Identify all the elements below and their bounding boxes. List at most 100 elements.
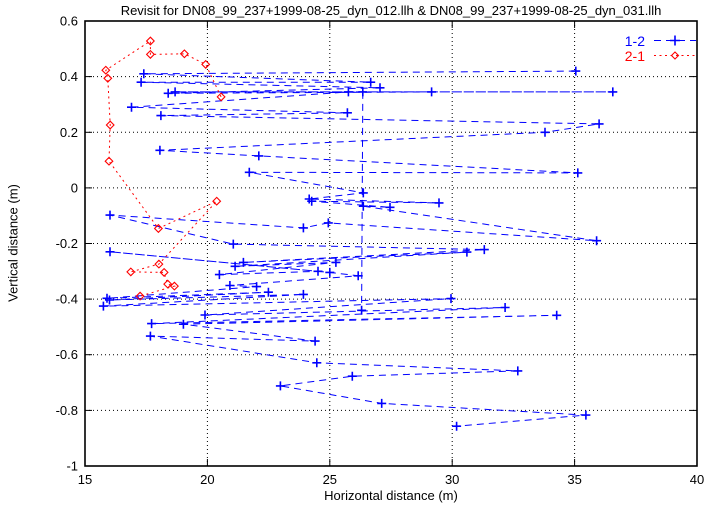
diamond-marker-icon <box>159 267 169 277</box>
plus-marker-icon <box>105 295 114 305</box>
plus-marker-icon <box>358 188 368 198</box>
plus-marker-icon <box>366 77 376 87</box>
x-axis-label: Horizontal distance (m) <box>324 488 458 503</box>
plus-marker-icon <box>307 196 317 206</box>
legend: 1-2 2-1 <box>624 32 697 64</box>
diamond-marker-icon <box>216 92 226 102</box>
x-tick-label: 35 <box>567 472 581 487</box>
x-tick-label: 25 <box>323 472 337 487</box>
plus-marker-icon <box>263 287 273 297</box>
plus-marker-icon <box>608 87 618 97</box>
plus-marker-icon <box>540 127 550 137</box>
plus-marker-icon <box>357 305 367 315</box>
plus-marker-icon <box>200 310 210 320</box>
chart-title: Revisit for DN08_99_237+1999-08-25_dyn_0… <box>120 3 662 18</box>
plus-marker-icon <box>385 202 395 212</box>
plus-marker-icon <box>594 119 604 129</box>
diamond-marker-icon <box>163 279 173 289</box>
legend-sample <box>653 33 697 49</box>
y-tick-label: -0.4 <box>56 292 78 307</box>
diamond-marker-icon <box>154 259 164 269</box>
plus-marker-icon <box>244 167 254 177</box>
x-tick-label: 40 <box>690 472 704 487</box>
series-1-2-line <box>361 91 364 311</box>
diamond-marker-icon <box>103 73 113 83</box>
plus-marker-icon <box>353 271 363 281</box>
plus-marker-icon <box>573 168 583 178</box>
legend-sample <box>653 48 697 64</box>
plus-marker-icon <box>670 35 680 45</box>
diamond-marker-icon <box>126 267 136 277</box>
plus-marker-icon <box>252 282 262 292</box>
plus-marker-icon <box>325 267 335 277</box>
plus-marker-icon <box>275 381 285 391</box>
y-tick-label: -0.6 <box>56 347 78 362</box>
plus-marker-icon <box>170 87 180 97</box>
plus-marker-icon <box>592 236 602 246</box>
plus-marker-icon <box>434 198 444 208</box>
plus-marker-icon <box>178 319 188 329</box>
plus-marker-icon <box>312 358 322 368</box>
plus-marker-icon <box>156 111 166 121</box>
plus-marker-icon <box>571 66 581 76</box>
plus-marker-icon <box>254 151 264 161</box>
y-tick-label: 0.6 <box>60 14 78 29</box>
plus-marker-icon <box>238 257 248 267</box>
plus-marker-icon <box>310 336 320 346</box>
plus-marker-icon <box>139 69 149 79</box>
plus-marker-icon <box>105 210 115 220</box>
plus-marker-icon <box>375 83 385 93</box>
diamond-marker-icon <box>201 59 211 69</box>
diamond-marker-icon <box>105 120 115 130</box>
y-axis-label: Vertical distance (m) <box>5 184 21 302</box>
legend-entry-2-1: 2-1 <box>624 47 697 64</box>
plus-marker-icon <box>452 421 462 431</box>
plus-marker-icon <box>155 145 165 155</box>
plus-marker-icon <box>163 88 173 98</box>
plus-marker-icon <box>342 108 352 118</box>
plus-marker-icon <box>214 270 224 280</box>
plus-marker-icon <box>347 371 357 381</box>
diamond-marker-icon <box>153 223 163 234</box>
y-tick-label: 0.4 <box>60 69 78 84</box>
plus-marker-icon <box>228 239 238 249</box>
diamond-marker-icon <box>169 281 179 291</box>
y-tick-label: 0 <box>71 180 78 195</box>
plus-marker-icon <box>581 410 591 420</box>
plus-marker-icon <box>136 77 146 87</box>
plus-marker-icon <box>98 301 108 311</box>
plus-marker-icon <box>462 247 472 257</box>
plus-marker-icon <box>513 366 523 376</box>
y-tick-label: -0.8 <box>56 403 78 418</box>
plus-marker-icon <box>446 294 456 304</box>
legend-line-icon <box>654 50 696 60</box>
plus-marker-icon <box>127 102 136 112</box>
diamond-marker-icon <box>101 65 111 75</box>
diamond-marker-icon <box>145 36 155 46</box>
plus-marker-icon <box>313 266 323 276</box>
legend-label-1-2: 1-2 <box>624 32 645 49</box>
plus-marker-icon <box>552 310 562 320</box>
plus-marker-icon <box>377 398 387 408</box>
plus-marker-icon <box>479 245 489 255</box>
diamond-marker-icon <box>135 291 145 301</box>
diamond-marker-icon <box>670 50 680 60</box>
diamond-marker-icon <box>179 49 189 59</box>
diamond-marker-icon <box>145 49 155 59</box>
plus-marker-icon <box>427 87 437 97</box>
plot-frame <box>84 20 698 467</box>
legend-label-2-1: 2-1 <box>624 47 645 64</box>
y-tick-label: 0.2 <box>60 125 78 140</box>
y-tick-label: -1 <box>66 459 78 474</box>
y-tick-label: -0.2 <box>56 236 78 251</box>
plus-marker-icon <box>147 319 157 329</box>
x-tick-label: 20 <box>200 472 214 487</box>
plus-marker-icon <box>343 87 353 97</box>
legend-entry-1-2: 1-2 <box>624 32 697 49</box>
series-1-2-line <box>103 70 613 427</box>
x-tick-label: 15 <box>78 472 92 487</box>
plus-marker-icon <box>298 223 308 233</box>
plus-marker-icon <box>105 247 115 257</box>
